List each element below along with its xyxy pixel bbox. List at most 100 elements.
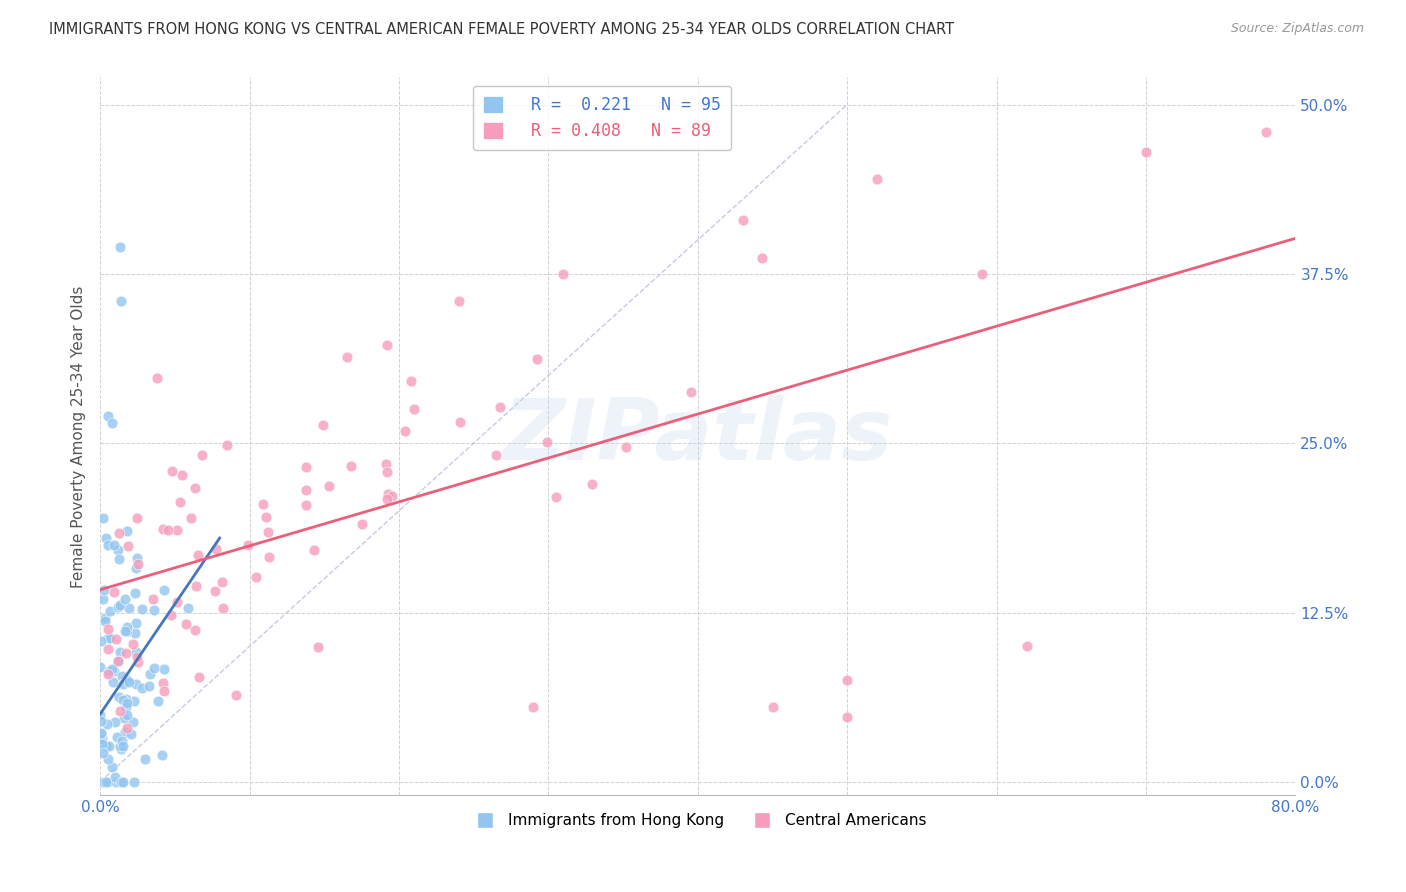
Point [837,673,859,688]
Point [124,625,146,640]
Point [312,417,335,432]
Point [90,634,112,648]
Legend: Immigrants from Hong Kong, Central Americans: Immigrants from Hong Kong, Central Ameri… [463,807,932,834]
Point [108,739,131,754]
Point [127,655,149,669]
Point [112,710,135,724]
Point [553,267,575,281]
Point [97,409,120,423]
Point [118,601,141,615]
Point [115,646,138,660]
Point [90,727,112,741]
Point [93,775,115,789]
Point [111,734,134,748]
Point [91,746,114,760]
Point [91,731,114,745]
Point [143,660,166,674]
Point [105,632,128,647]
Point [122,775,145,789]
Point [614,441,637,455]
Point [489,400,512,414]
Point [138,679,160,693]
Point [295,498,318,512]
Point [96,716,118,731]
Point [122,694,145,708]
Point [97,642,120,657]
Point [318,479,340,493]
Point [108,598,131,612]
Point [98,664,121,678]
Point [94,611,117,625]
Point [134,752,156,766]
Point [107,551,129,566]
Point [111,669,134,683]
Point [125,615,148,630]
Point [101,674,124,689]
Point [131,681,153,695]
Point [115,624,138,639]
Point [399,375,422,389]
Point [184,579,207,593]
Point [522,700,544,714]
Point [546,490,568,504]
Point [160,464,183,478]
Point [252,497,274,511]
Point [104,770,127,784]
Point [115,721,138,735]
Point [122,715,145,730]
Point [112,775,135,789]
Point [204,583,226,598]
Point [93,583,115,598]
Point [103,538,125,552]
Point [108,690,131,705]
Point [122,637,145,651]
Point [245,569,267,583]
Point [127,649,149,664]
Point [97,622,120,636]
Point [761,700,783,714]
Point [89,659,111,673]
Point [89,707,111,722]
Point [375,491,398,506]
Point [1015,640,1038,654]
Point [94,775,117,789]
Point [152,523,174,537]
Point [211,600,233,615]
Text: ZIPatlas: ZIPatlas [503,395,893,478]
Point [204,542,226,557]
Point [150,747,173,762]
Point [1254,125,1277,139]
Point [294,483,316,497]
Point [381,490,404,504]
Point [215,438,238,452]
Point [104,714,127,729]
Point [148,694,170,708]
Point [97,775,120,789]
Point [90,737,112,751]
Point [340,459,363,474]
Point [117,707,139,722]
Point [111,739,134,753]
Point [184,481,207,495]
Point [402,402,425,417]
Point [152,583,174,598]
Point [152,684,174,698]
Point [307,640,329,654]
Point [110,645,132,659]
Point [124,585,146,599]
Point [115,692,138,706]
Point [114,624,136,639]
Point [115,673,138,687]
Point [103,664,125,678]
Point [125,550,148,565]
Point [152,676,174,690]
Point [184,623,207,637]
Point [485,448,508,462]
Point [153,661,176,675]
Point [157,524,180,538]
Point [107,653,129,667]
Point [751,251,773,265]
Point [115,696,138,710]
Point [120,727,142,741]
Point [115,524,138,539]
